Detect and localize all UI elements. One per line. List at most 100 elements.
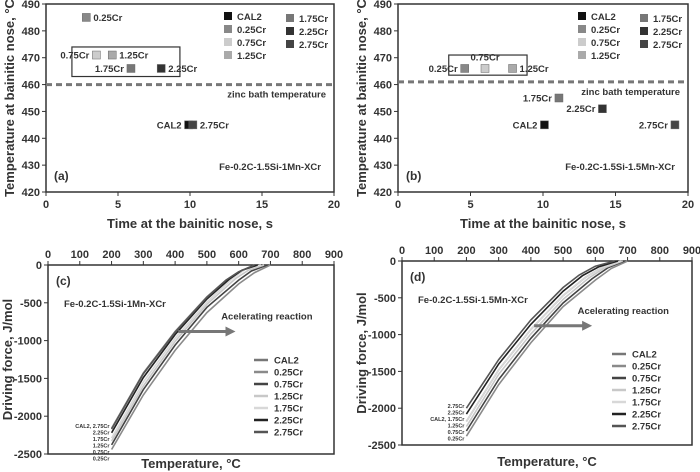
legend-swatch xyxy=(224,25,232,33)
composition-label: Fe-0.2C-1.5Si-1.5Mn-XCr xyxy=(565,162,675,173)
y-tick-label: 430 xyxy=(374,160,392,172)
x-tick-label: 600 xyxy=(229,249,247,261)
legend-swatch xyxy=(640,27,648,35)
y-tick-label: -1000 xyxy=(368,330,396,342)
composition-label: Fe-0.2C-1.5Si-1Mn-XCr xyxy=(64,299,166,310)
group-box xyxy=(448,54,528,76)
x-tick-label: 5 xyxy=(115,199,121,211)
legend-label: 0.25Cr xyxy=(274,368,303,379)
data-point-1.25Cr xyxy=(107,50,117,60)
point-label: CAL2 xyxy=(513,120,538,131)
x-axis-label: Temperature, °C xyxy=(141,456,241,471)
x-tick-label: 300 xyxy=(134,249,152,261)
y-tick-label: -1000 xyxy=(14,336,42,348)
x-tick-label: 700 xyxy=(618,245,636,257)
x-tick-label: 400 xyxy=(522,245,540,257)
chart-d: 0 100 200 300 400 500 600 700 800 900 0 -500 -1000 -1… xyxy=(354,245,700,469)
curve-end-label: 0.25Cr xyxy=(93,457,111,463)
x-tick-label: 900 xyxy=(325,249,343,261)
x-tick-label: 300 xyxy=(489,245,507,257)
annotation-label: Acelerating reaction xyxy=(578,306,670,317)
data-point-2.75Cr xyxy=(188,120,198,130)
plot-frame xyxy=(47,264,335,455)
legend-swatch xyxy=(640,14,648,22)
arrow-head-icon xyxy=(225,326,236,337)
y-tick-label: 450 xyxy=(22,106,40,118)
legend-label: 0.25Cr xyxy=(237,25,266,36)
legend-label: 2.25Cr xyxy=(299,27,328,38)
legend-swatch xyxy=(578,12,586,20)
group-box xyxy=(71,46,181,78)
series-line-1.25Cr xyxy=(110,264,265,442)
x-tick-label: 0 xyxy=(395,199,401,211)
y-tick-label: 460 xyxy=(374,80,392,92)
y-tick-label: -2000 xyxy=(368,403,396,415)
legend-label: 1.75Cr xyxy=(274,404,303,415)
point-label: 2.25Cr xyxy=(168,64,197,75)
series-line-2.75Cr xyxy=(465,260,615,409)
panel-label: (a) xyxy=(54,169,69,183)
y-tick-label: -2500 xyxy=(368,440,396,452)
series-line-2.75Cr xyxy=(110,264,255,430)
y-tick-label: 480 xyxy=(22,26,40,38)
series-line-0.75Cr xyxy=(465,260,625,432)
x-tick-label: 15 xyxy=(609,199,621,211)
x-tick-label: 500 xyxy=(554,245,572,257)
curve-end-label: 2.25Cr xyxy=(448,411,466,417)
x-tick-label: 600 xyxy=(586,245,604,257)
y-tick-label: 480 xyxy=(374,26,392,38)
composition-label: Fe-0.2C-1.5Si-1.5Mn-XCr xyxy=(418,295,528,306)
x-tick-label: 800 xyxy=(293,249,311,261)
legend-label: 1.25Cr xyxy=(274,392,303,403)
zinc-bath-label: zinc bath temperature xyxy=(227,90,326,101)
y-axis-label: Driving force, J/mol xyxy=(0,299,15,420)
arrow-head-icon xyxy=(582,320,593,331)
x-tick-label: 400 xyxy=(166,249,184,261)
curve-end-label: 1.75Cr xyxy=(93,437,111,443)
series-line-0.75Cr xyxy=(110,264,268,446)
legend-label: 0.75Cr xyxy=(274,380,303,391)
legend-label: 0.75Cr xyxy=(632,374,661,385)
y-tick-label: -1500 xyxy=(14,373,42,385)
x-tick-label: 10 xyxy=(184,199,196,211)
y-tick-label: 490 xyxy=(22,0,40,11)
legend-label: 0.75Cr xyxy=(591,38,620,49)
legend-swatch xyxy=(286,14,294,22)
y-tick-label: 470 xyxy=(374,53,392,65)
chart-a: 0 5 10 15 20 420 430 440 450 460 470 480 490 Time at … xyxy=(2,0,340,231)
plot-frame xyxy=(45,3,335,193)
y-tick-label: 490 xyxy=(374,0,392,11)
curve-end-label: 1.25Cr xyxy=(448,424,466,430)
y-tick-label: 420 xyxy=(22,187,40,199)
chart-b: 0 5 10 15 20 420 430 440 450 460 470 480 490 Time at … xyxy=(354,0,694,231)
point-label: 1.75Cr xyxy=(523,94,552,105)
y-tick-label: -1500 xyxy=(368,366,396,378)
y-tick-label: -500 xyxy=(20,298,42,310)
chart-c: 0 100 200 300 400 500 600 700 800 900 0 -500 -1000 -1… xyxy=(0,249,343,471)
legend-swatch xyxy=(578,51,586,59)
legend-label: 1.75Cr xyxy=(299,14,328,25)
y-tick-label: 450 xyxy=(374,106,392,118)
curve-end-label: 0.75Cr xyxy=(93,450,111,456)
x-tick-label: 0 xyxy=(43,199,49,211)
legend-swatch xyxy=(286,40,294,48)
legend-label: CAL2 xyxy=(274,356,299,367)
data-point-2.25Cr xyxy=(598,104,607,113)
legend-label: CAL2 xyxy=(632,350,657,361)
x-tick-label: 20 xyxy=(328,199,340,211)
curve-end-label: 0.25Cr xyxy=(448,437,466,443)
data-point-1.75Cr xyxy=(554,93,564,103)
panel-label: (b) xyxy=(406,169,421,183)
point-label: 2.25Cr xyxy=(566,104,595,115)
plot-frame xyxy=(401,260,693,446)
x-tick-label: 5 xyxy=(467,199,473,211)
x-tick-label: 0 xyxy=(45,249,51,261)
legend-label: 2.25Cr xyxy=(632,410,661,421)
x-tick-label: 200 xyxy=(102,249,120,261)
point-label: 2.75Cr xyxy=(639,120,668,131)
panel-label: (c) xyxy=(56,274,71,288)
curve-end-label: CAL2, 2.75Cr xyxy=(75,424,110,430)
data-point-2.75Cr xyxy=(670,120,680,130)
x-tick-label: 20 xyxy=(682,199,694,211)
legend-swatch xyxy=(640,40,648,48)
